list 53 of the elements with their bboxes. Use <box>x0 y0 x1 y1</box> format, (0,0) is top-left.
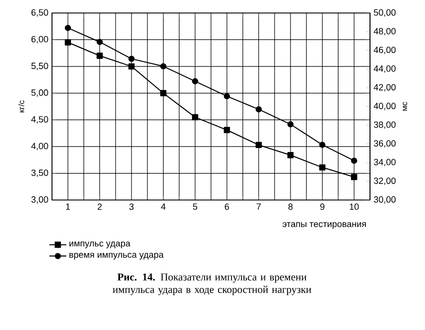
x-tick-label: 3 <box>129 204 134 210</box>
point <box>224 126 230 134</box>
point <box>160 90 166 96</box>
y2-tick-label: 46,00 <box>374 46 396 54</box>
x-tick-label: 9 <box>320 204 324 210</box>
y-tick-label: 6,50 <box>31 9 48 17</box>
y2-tick-label: 40,00 <box>374 102 396 110</box>
point <box>287 121 294 128</box>
point <box>64 39 71 46</box>
y2-tick-label: 44,00 <box>374 65 396 73</box>
point <box>160 63 166 70</box>
y2-tick-label: 38,00 <box>374 121 396 129</box>
x-tick-label: 7 <box>256 204 261 210</box>
x-tick-label: 10 <box>350 204 359 210</box>
point <box>351 158 358 164</box>
y-tick-label: 3,00 <box>31 196 48 204</box>
text: Рис. 14. Показатели импульса и времени импульса удара в ходе скоростной нагрузки <box>112 274 312 296</box>
point <box>192 114 198 120</box>
y-tick-label: 4,00 <box>31 142 48 150</box>
y2-tick-label: 32,00 <box>374 178 396 185</box>
point <box>256 142 262 148</box>
x-tick-label: 8 <box>288 204 293 210</box>
point <box>64 24 71 32</box>
point <box>192 78 198 84</box>
y-tick-label: 5,50 <box>31 62 48 70</box>
y2-tick-label: 48,00 <box>374 28 396 36</box>
y2-tick-label: 34,00 <box>374 158 396 166</box>
x-axis-title: этапы тестирования <box>282 222 366 229</box>
y2-tick-label: 50,00 <box>374 9 396 17</box>
y-tick-label: 5,00 <box>31 89 48 97</box>
y2-tick-label: 42,00 <box>374 84 396 92</box>
x-tick-label: 4 <box>161 204 166 210</box>
point <box>224 93 230 100</box>
point <box>96 38 103 46</box>
y-tick-label: 4,50 <box>31 116 48 124</box>
point <box>128 56 135 62</box>
point <box>319 142 326 148</box>
legend-label: импульс удара <box>69 242 130 248</box>
legend-label: время импульса удара <box>69 252 164 260</box>
point <box>256 106 262 112</box>
point <box>287 152 294 158</box>
point <box>128 63 135 70</box>
y-tick-label: 3,50 <box>31 170 48 177</box>
x-tick-label: 2 <box>98 204 102 210</box>
point <box>351 174 358 180</box>
point <box>96 52 103 59</box>
y2-tick-label: 30,00 <box>374 196 396 204</box>
point <box>319 164 326 170</box>
x-tick-label: 1 <box>66 204 70 210</box>
y-tick-label: 6,00 <box>31 36 48 44</box>
x-tick-label: 6 <box>224 204 230 210</box>
y2-tick-label: 36,00 <box>374 140 396 148</box>
x-tick-label: 5 <box>192 204 198 210</box>
